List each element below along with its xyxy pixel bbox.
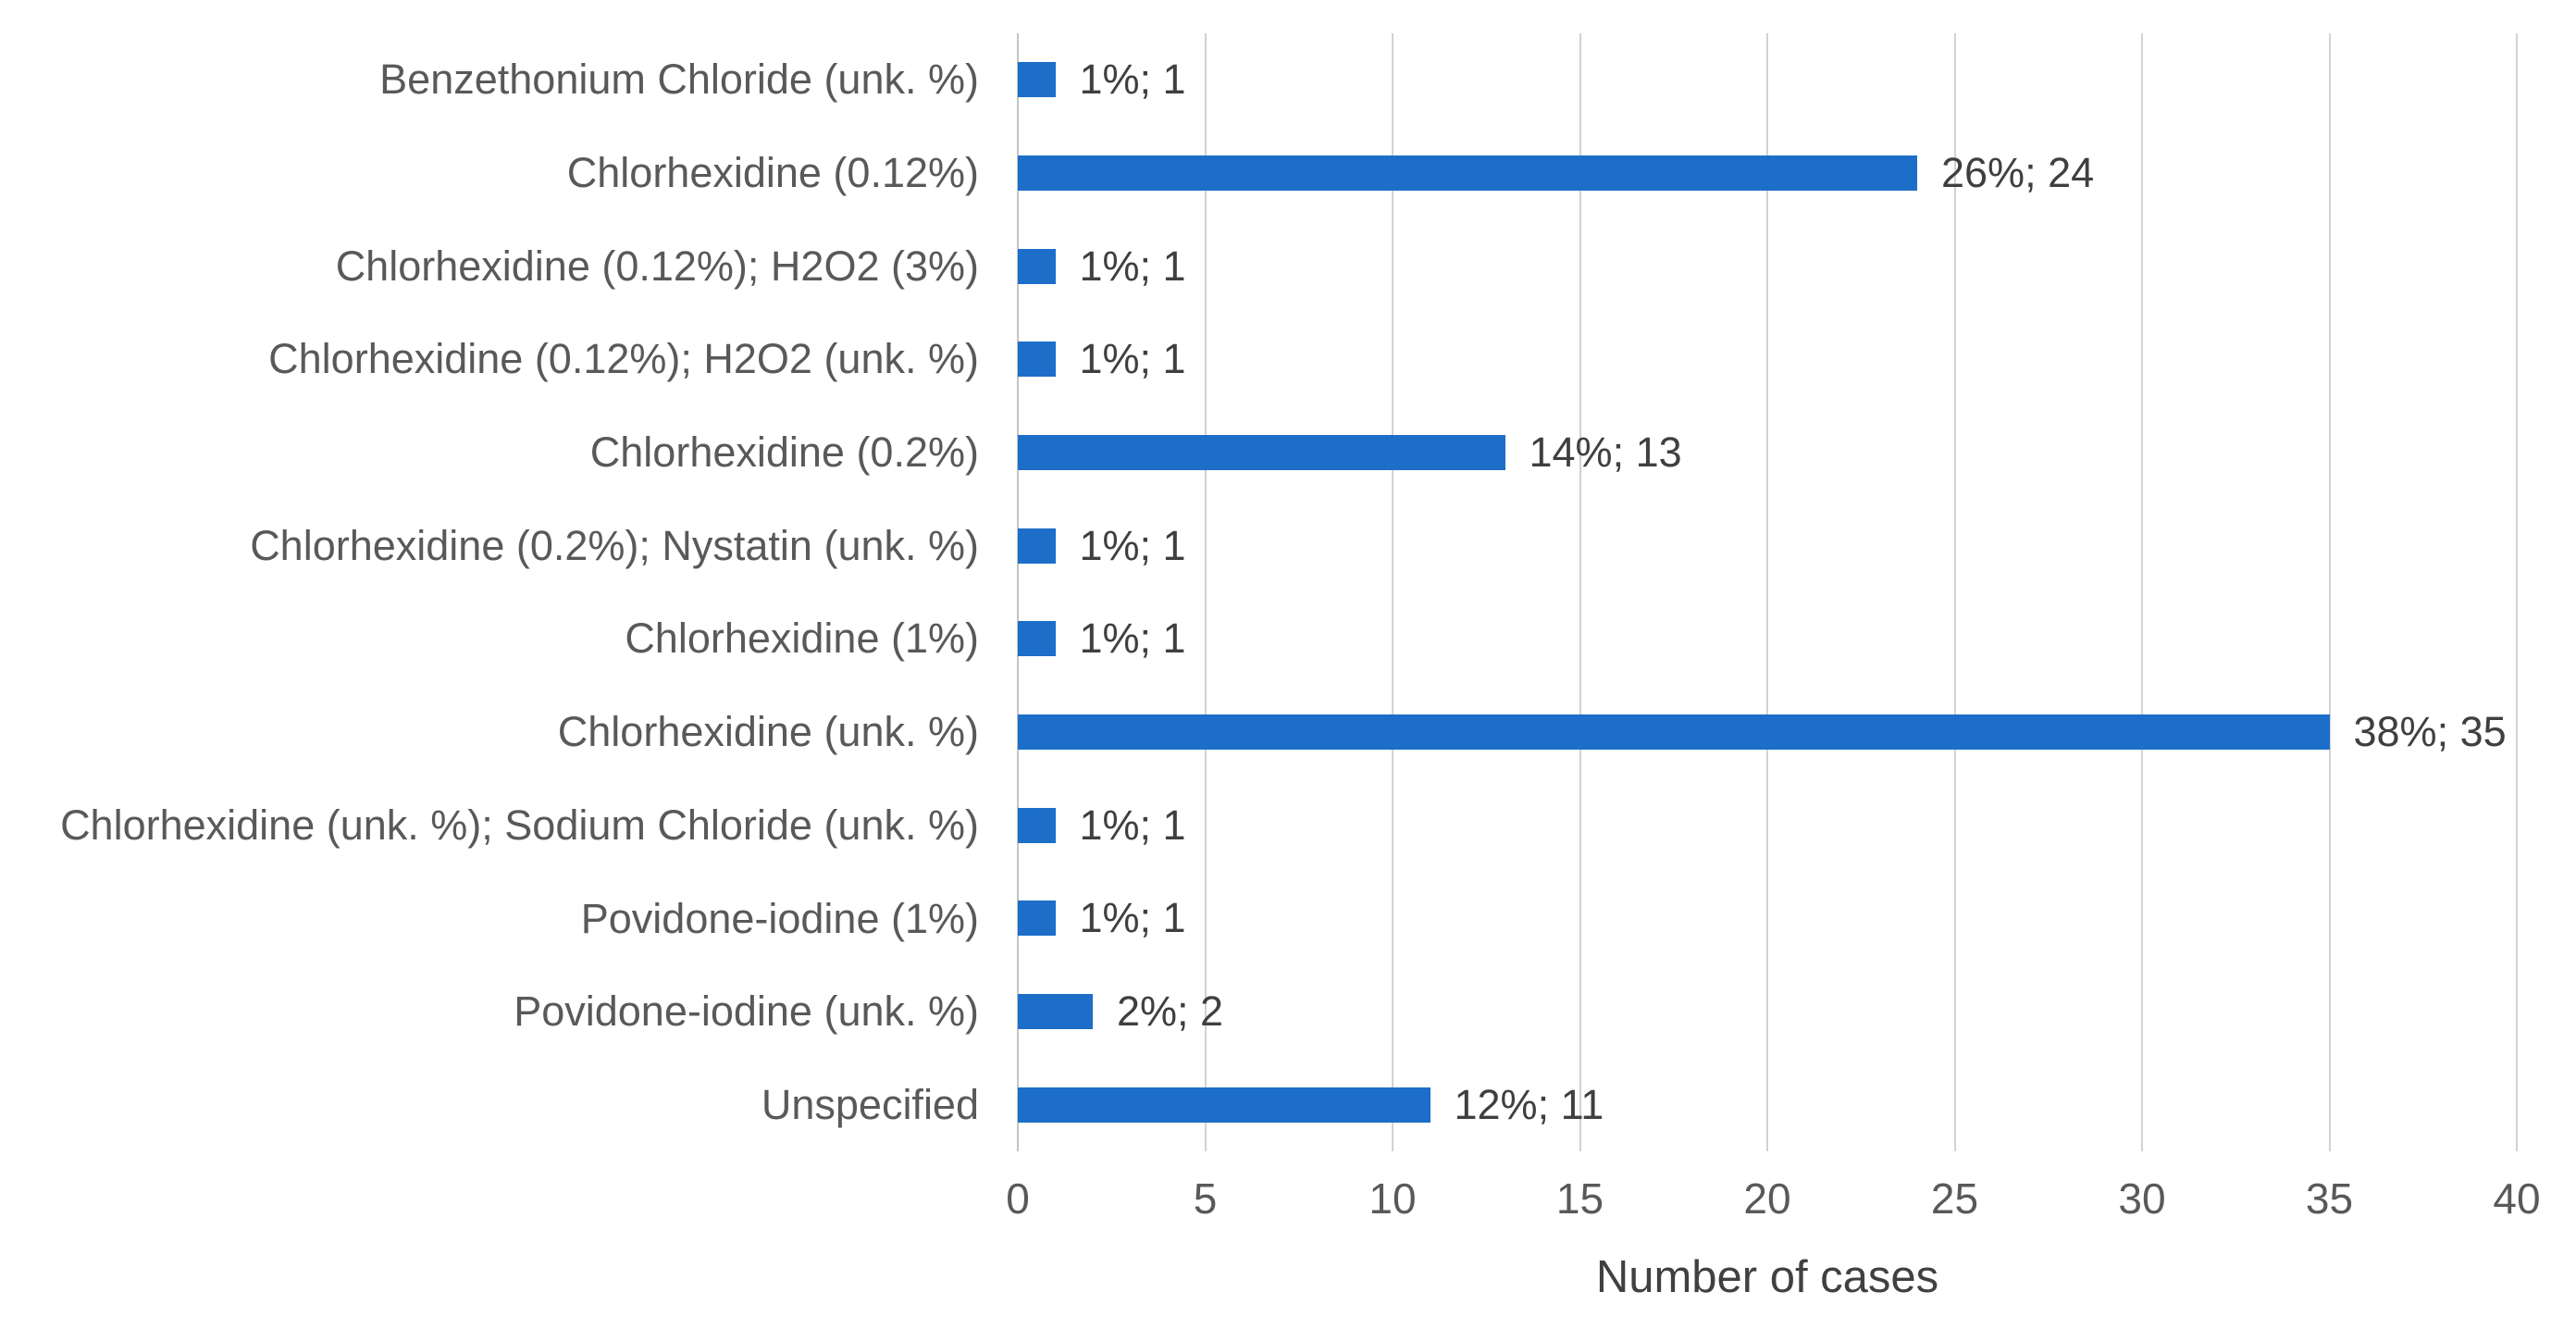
bar-track: 12%; 11	[1018, 1058, 2517, 1151]
bar	[1018, 248, 1056, 284]
x-tick-label: 10	[1368, 1174, 1417, 1223]
bar-track: 2%; 2	[1018, 965, 2517, 1059]
bar-track: 1%; 1	[1018, 313, 2517, 406]
bar	[1018, 621, 1056, 657]
bar-row: Chlorhexidine (unk. %); Sodium Chloride …	[0, 778, 2576, 872]
bar-rows: Benzethonium Chloride (unk. %) 1%; 1 Chlor…	[0, 33, 2576, 1151]
bar-row: Chlorhexidine (0.2%); Nystatin (unk. %) 1…	[0, 499, 2576, 592]
data-label: 1%; 1	[1079, 894, 1186, 942]
data-label: 1%; 1	[1079, 615, 1186, 663]
bar-row: Chlorhexidine (1%) 1%; 1	[0, 592, 2576, 686]
x-axis-title: Number of cases	[1595, 1252, 1939, 1302]
x-tick-label: 20	[1743, 1174, 1791, 1223]
category-label: Povidone-iodine (1%)	[580, 894, 979, 942]
data-label: 1%; 1	[1079, 335, 1186, 383]
bar-track: 1%; 1	[1018, 33, 2517, 127]
category-label: Chlorhexidine (0.12%); H2O2 (3%)	[335, 242, 979, 290]
category-label: Povidone-iodine (unk. %)	[514, 987, 979, 1036]
category-label: Chlorhexidine (unk. %); Sodium Chloride …	[60, 801, 979, 849]
x-tick-label: 5	[1193, 1174, 1218, 1223]
bar-row: Povidone-iodine (unk. %) 2%; 2	[0, 965, 2576, 1059]
bar	[1018, 1087, 1430, 1123]
gridline	[2516, 33, 2518, 1151]
y-axis-line	[1017, 33, 1019, 1151]
bar-track: 1%; 1	[1018, 219, 2517, 313]
x-tick-label: 30	[2118, 1174, 2166, 1223]
category-label: Chlorhexidine (0.12%)	[566, 149, 979, 197]
data-label: 38%; 35	[2353, 708, 2507, 756]
category-label: Chlorhexidine (unk. %)	[557, 708, 979, 756]
category-label: Chlorhexidine (0.12%); H2O2 (unk. %)	[268, 335, 979, 383]
data-label: 26%; 24	[1941, 149, 2095, 196]
bar	[1018, 994, 1093, 1030]
bar	[1018, 435, 1505, 471]
bar-row: Chlorhexidine (0.12%); H2O2 (unk. %) 1%; …	[0, 313, 2576, 406]
bar	[1018, 900, 1056, 937]
gridline	[2141, 33, 2143, 1151]
data-label: 14%; 13	[1529, 429, 1682, 477]
x-tick-label: 40	[2493, 1174, 2541, 1223]
data-label: 1%; 1	[1079, 242, 1186, 290]
bar-row: Chlorhexidine (0.2%) 14%; 13	[0, 406, 2576, 500]
gridline	[1766, 33, 1768, 1151]
data-label: 2%; 2	[1117, 987, 1224, 1036]
gridline	[1953, 33, 1956, 1151]
x-tick-label: 25	[1930, 1174, 1979, 1223]
bar-track: 1%; 1	[1018, 872, 2517, 965]
category-label: Benzethonium Chloride (unk. %)	[379, 56, 979, 104]
bar-track: 14%; 13	[1018, 406, 2517, 500]
category-label: Unspecified	[761, 1080, 979, 1128]
bar	[1018, 714, 2330, 751]
bar-row: Chlorhexidine (0.12%) 26%; 24	[0, 127, 2576, 220]
plot-area	[1017, 33, 2518, 1151]
x-axis-ticks: 0 5 10 15 20 25 30 35 40	[1006, 1174, 2540, 1229]
category-label: Chlorhexidine (0.2%)	[589, 429, 979, 477]
category-label: Chlorhexidine (0.2%); Nystatin (unk. %)	[250, 521, 979, 569]
gridline	[1579, 33, 1581, 1151]
bar-track: 26%; 24	[1018, 127, 2517, 220]
x-tick-label: 35	[2305, 1174, 2354, 1223]
bar-row: Chlorhexidine (unk. %) 38%; 35	[0, 686, 2576, 779]
gridline	[2328, 33, 2331, 1151]
data-label: 12%; 11	[1454, 1080, 1604, 1128]
bar	[1018, 62, 1056, 98]
bar-track: 1%; 1	[1018, 499, 2517, 592]
bar-row: Povidone-iodine (1%) 1%; 1	[0, 872, 2576, 965]
bar	[1018, 807, 1056, 843]
bar-row: Unspecified 12%; 11	[0, 1058, 2576, 1151]
data-label: 1%; 1	[1079, 56, 1186, 104]
category-label: Chlorhexidine (1%)	[625, 615, 979, 663]
data-label: 1%; 1	[1079, 801, 1186, 849]
bar	[1018, 342, 1056, 378]
bar-track: 38%; 35	[1018, 686, 2517, 779]
x-tick-label: 15	[1555, 1174, 1604, 1223]
bar-row: Chlorhexidine (0.12%); H2O2 (3%) 1%; 1	[0, 219, 2576, 313]
bar-track: 1%; 1	[1018, 592, 2517, 686]
data-label: 1%; 1	[1079, 521, 1186, 569]
bar	[1018, 528, 1056, 564]
gridline	[1392, 33, 1393, 1151]
bar-row: Benzethonium Chloride (unk. %) 1%; 1	[0, 33, 2576, 127]
x-tick-label: 0	[1006, 1174, 1030, 1223]
bar-track: 1%; 1	[1018, 778, 2517, 872]
bar	[1018, 155, 1917, 191]
gridline	[1204, 33, 1207, 1151]
